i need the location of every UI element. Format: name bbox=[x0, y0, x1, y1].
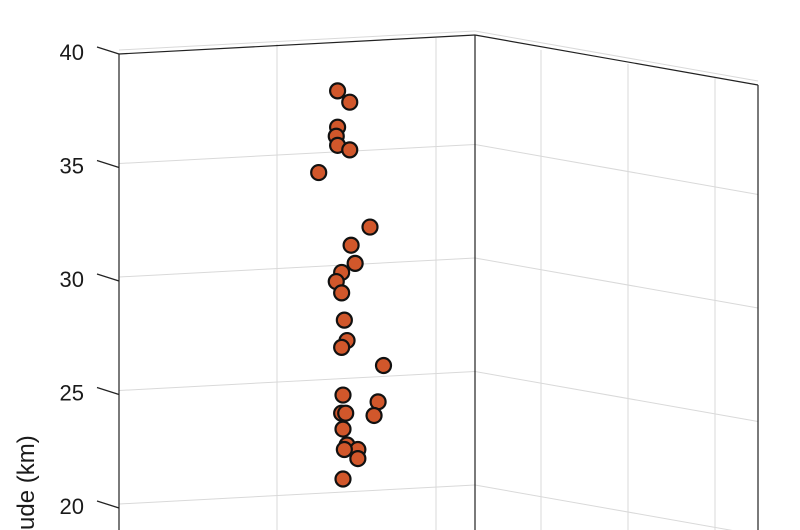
y-tick-label: 30 bbox=[60, 267, 84, 292]
data-point bbox=[329, 82, 347, 100]
y-tick-label: 40 bbox=[60, 40, 84, 65]
data-point bbox=[365, 406, 383, 425]
y-tick-mark bbox=[96, 386, 120, 396]
grid-line bbox=[474, 484, 733, 530]
data-point bbox=[335, 311, 353, 329]
data-point bbox=[335, 440, 353, 459]
grid-line bbox=[118, 371, 476, 391]
grid-line bbox=[474, 371, 759, 422]
y-tick-mark bbox=[96, 273, 120, 282]
y-tick-mark bbox=[96, 46, 120, 55]
data-point bbox=[346, 254, 364, 272]
data-point bbox=[334, 386, 352, 404]
data-point bbox=[349, 450, 367, 468]
data-point bbox=[341, 93, 359, 111]
grid-line bbox=[474, 144, 759, 195]
y-tick-label: 35 bbox=[60, 153, 84, 178]
horizontal-grid-layer bbox=[118, 30, 759, 530]
y-tick-label: 25 bbox=[60, 380, 84, 405]
grid-line bbox=[118, 144, 476, 164]
y-tick-mark bbox=[96, 500, 120, 509]
grid-line bbox=[118, 30, 476, 51]
data-point bbox=[374, 356, 393, 375]
grid-layer bbox=[276, 38, 716, 530]
data-point bbox=[334, 420, 352, 438]
y-tick-label: 20 bbox=[60, 494, 84, 519]
y-axis-label: ude (km) bbox=[13, 435, 40, 530]
data-point bbox=[333, 338, 351, 356]
grid-line bbox=[118, 484, 476, 505]
top-right-edge bbox=[474, 34, 759, 86]
data-point bbox=[334, 470, 352, 488]
y-tick-mark bbox=[96, 159, 120, 169]
data-point bbox=[310, 163, 328, 182]
y-axis-ticks: 20 25 30 35 40 bbox=[60, 40, 120, 519]
data-point bbox=[333, 284, 351, 302]
grid-line bbox=[474, 30, 759, 82]
data-point bbox=[342, 236, 360, 254]
data-points bbox=[310, 82, 393, 488]
grid-line bbox=[474, 257, 759, 309]
data-point bbox=[337, 404, 355, 422]
grid-line bbox=[118, 257, 476, 278]
data-point bbox=[341, 141, 359, 159]
data-point bbox=[361, 218, 379, 236]
axes-frame bbox=[118, 34, 759, 530]
top-left-edge bbox=[118, 34, 476, 55]
